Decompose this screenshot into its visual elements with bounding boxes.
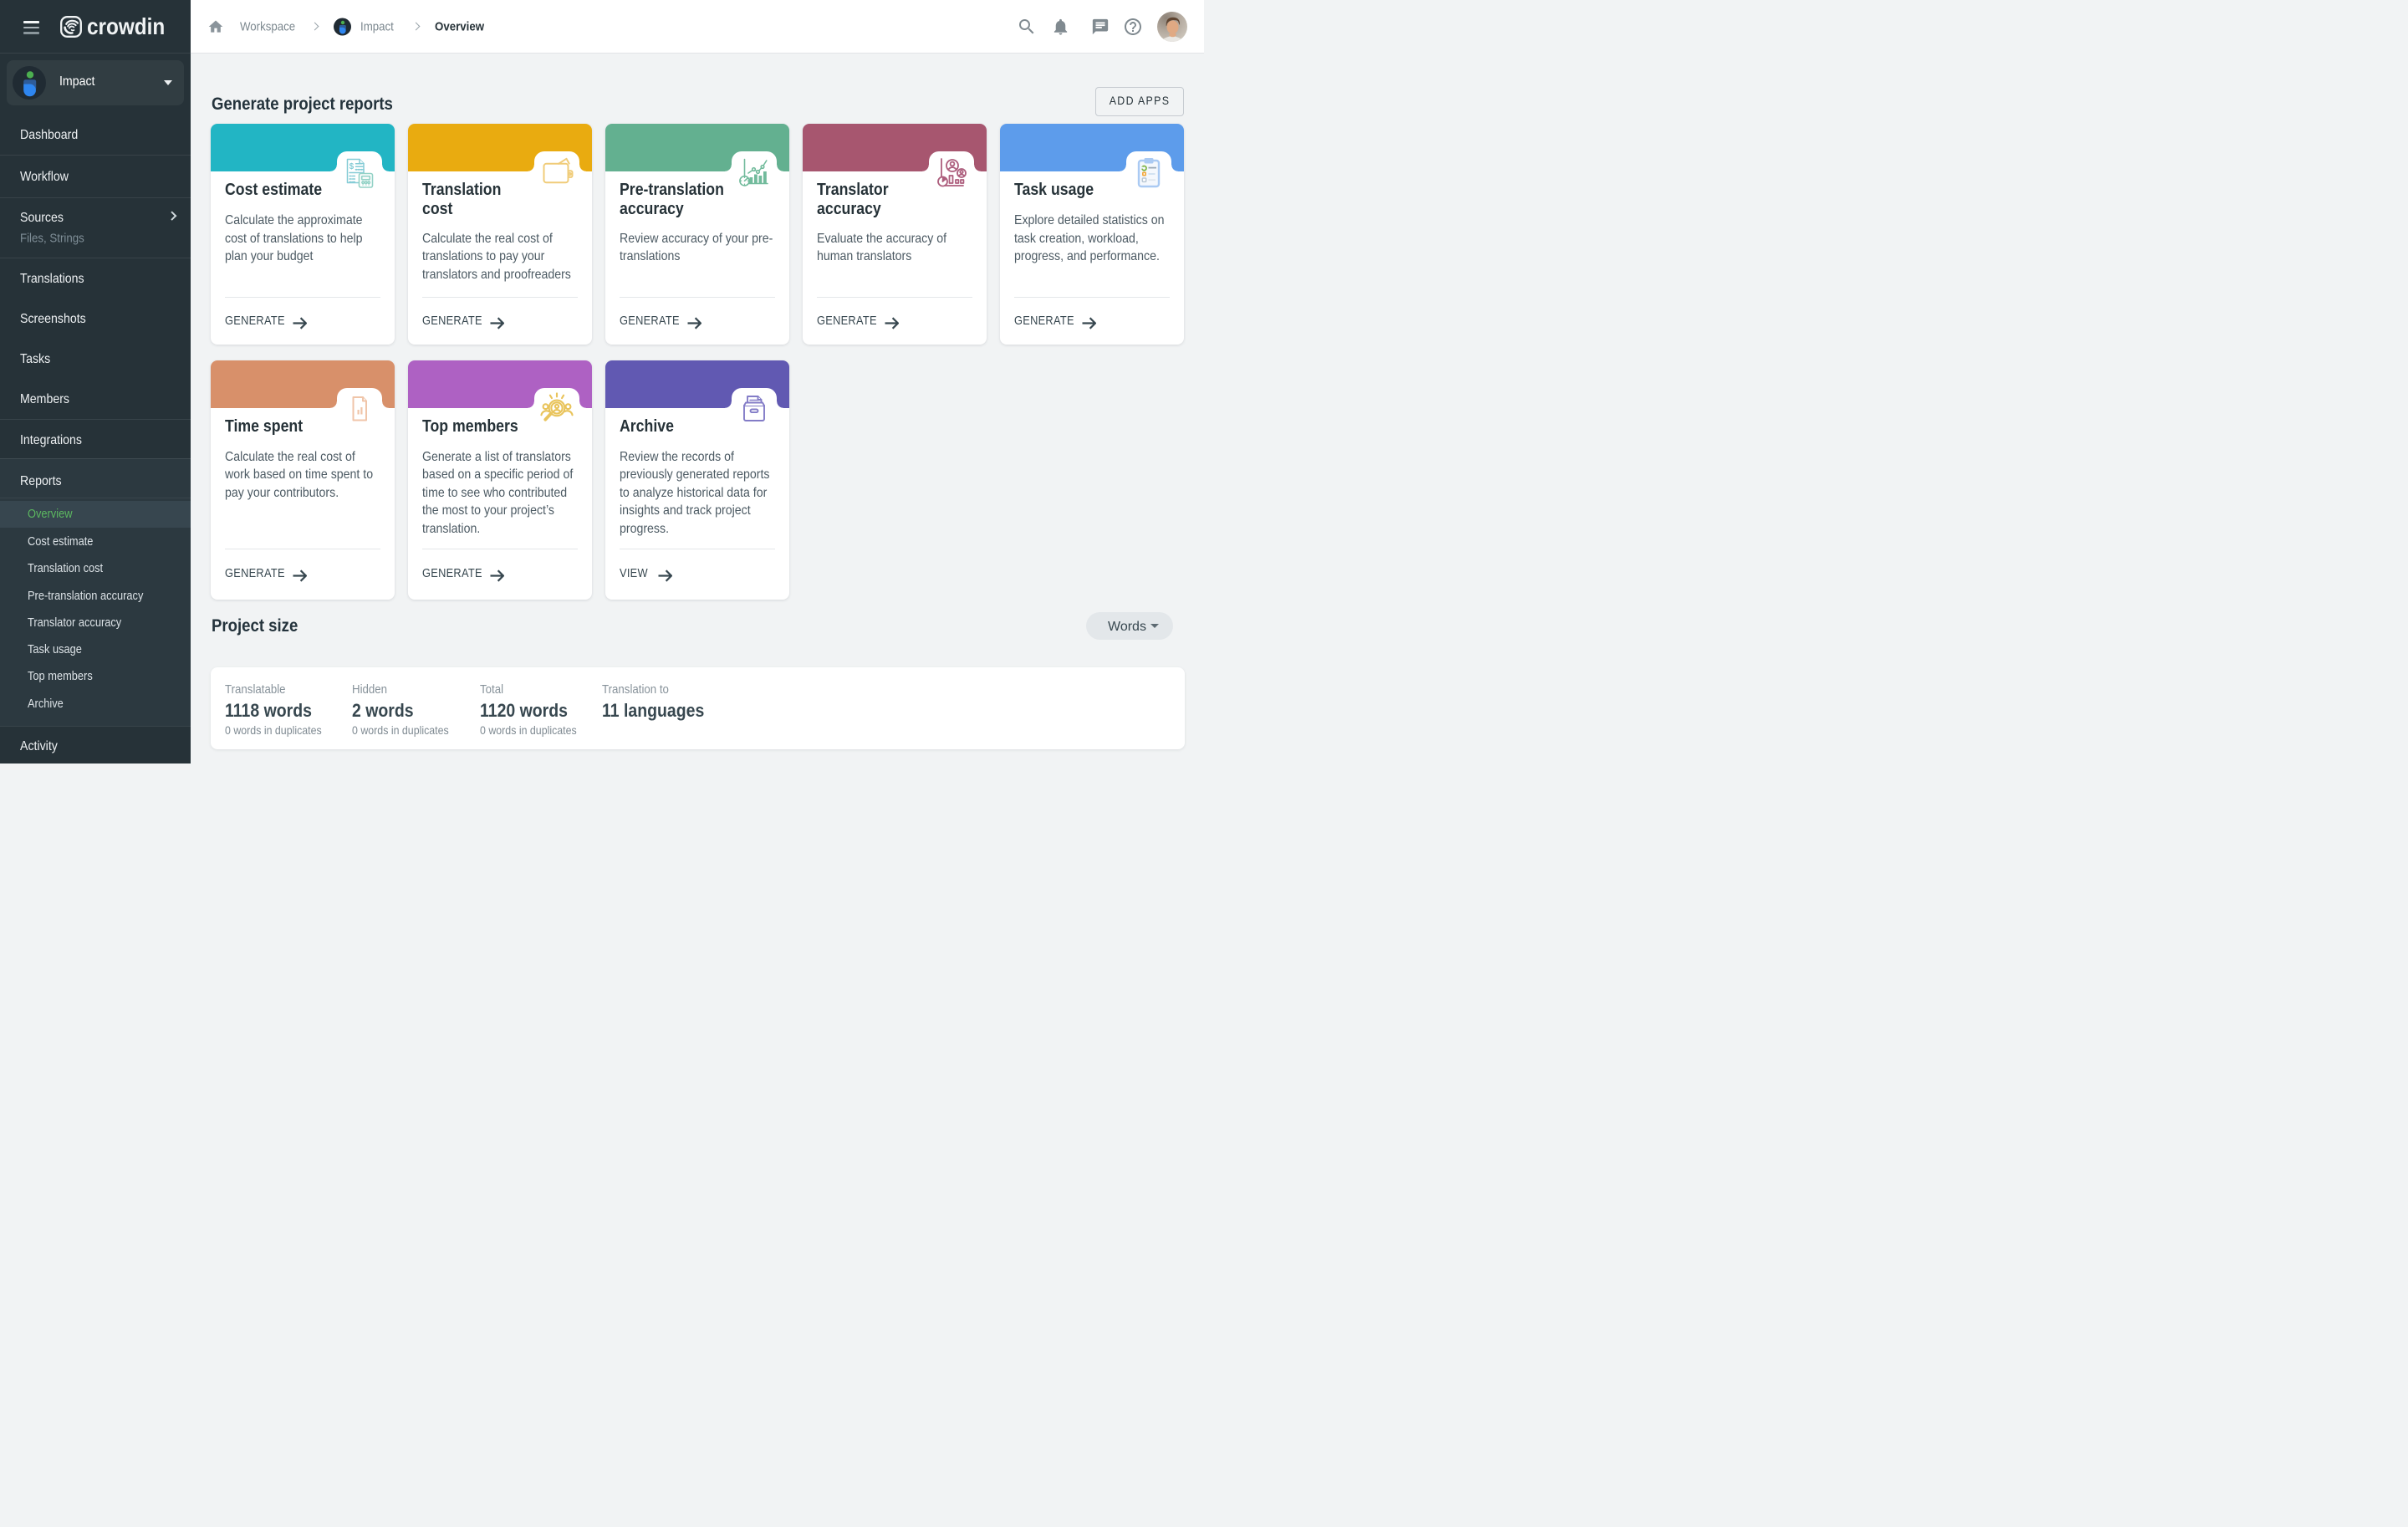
svg-text:$: $ [349,162,355,171]
